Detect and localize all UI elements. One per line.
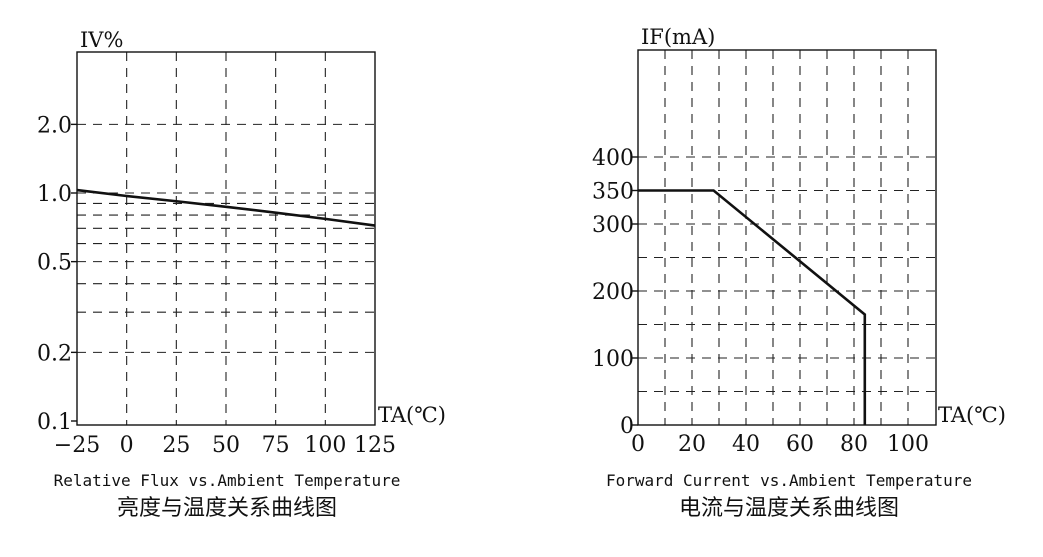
x-tick-label: 20: [678, 432, 706, 457]
x-tick-label: 60: [786, 432, 814, 457]
y-tick-label: 0.1: [37, 410, 72, 435]
flux-curve: [76, 188, 376, 227]
x-tick-label: 80: [840, 432, 868, 457]
y-tick-label: 0.5: [37, 251, 72, 276]
y-tick-labels: 0.1 0.2 0.5 1.0 2.0: [37, 113, 77, 435]
y-tick-label: 350: [592, 180, 634, 205]
plot-frame: [76, 51, 376, 426]
y-axis-label: IV%: [80, 28, 123, 52]
x-tick-label: −25: [54, 433, 100, 458]
current-derating-curve: [638, 189, 867, 425]
y-tick-label: 400: [592, 146, 634, 171]
x-axis-label: TA(℃): [378, 403, 446, 427]
grid: [638, 50, 936, 425]
y-tick-labels: 0 100 200 300 350 400: [592, 146, 638, 439]
x-tick-label: 0: [631, 432, 645, 457]
x-tick-label: 40: [732, 432, 760, 457]
caption-chinese: 亮度与温度关系曲线图: [117, 496, 337, 521]
x-tick-labels: −25 0 25 50 75 100 125: [54, 433, 396, 458]
y-tick-label: 200: [592, 280, 634, 305]
forward-current-chart: 0 20 40 60 80 100 0 100 200 300 350 400 IF(mA) TA(…: [592, 25, 1006, 521]
y-axis-label: IF(mA): [641, 25, 715, 49]
y-tick-label: 2.0: [37, 113, 72, 138]
y-tick-label: 0: [620, 414, 634, 439]
caption-chinese: 电流与温度关系曲线图: [679, 496, 899, 521]
plot-frame: [637, 49, 937, 426]
y-tick-label: 0.2: [37, 341, 72, 366]
x-tick-label: 125: [354, 433, 396, 458]
x-tick-label: 75: [262, 433, 290, 458]
caption-english: Relative Flux vs.Ambient Temperature: [54, 471, 401, 490]
x-tick-labels: 0 20 40 60 80 100: [631, 432, 929, 457]
caption-english: Forward Current vs.Ambient Temperature: [606, 471, 972, 490]
grid: [77, 52, 375, 425]
x-tick-label: 25: [162, 433, 190, 458]
series-curve: [76, 188, 376, 227]
x-tick-label: 0: [120, 433, 134, 458]
x-tick-label: 50: [212, 433, 240, 458]
x-axis-label: TA(℃): [938, 403, 1006, 427]
relative-flux-chart: −25 0 25 50 75 100 125 0.1 0.2 0.5 1.0 2.0 IV% TA(…: [37, 28, 446, 521]
series-curve: [638, 189, 867, 425]
y-tick-label: 1.0: [37, 182, 72, 207]
x-tick-label: 100: [887, 432, 929, 457]
y-tick-label: 100: [592, 347, 634, 372]
y-tick-label: 300: [592, 213, 634, 238]
x-tick-label: 100: [304, 433, 346, 458]
